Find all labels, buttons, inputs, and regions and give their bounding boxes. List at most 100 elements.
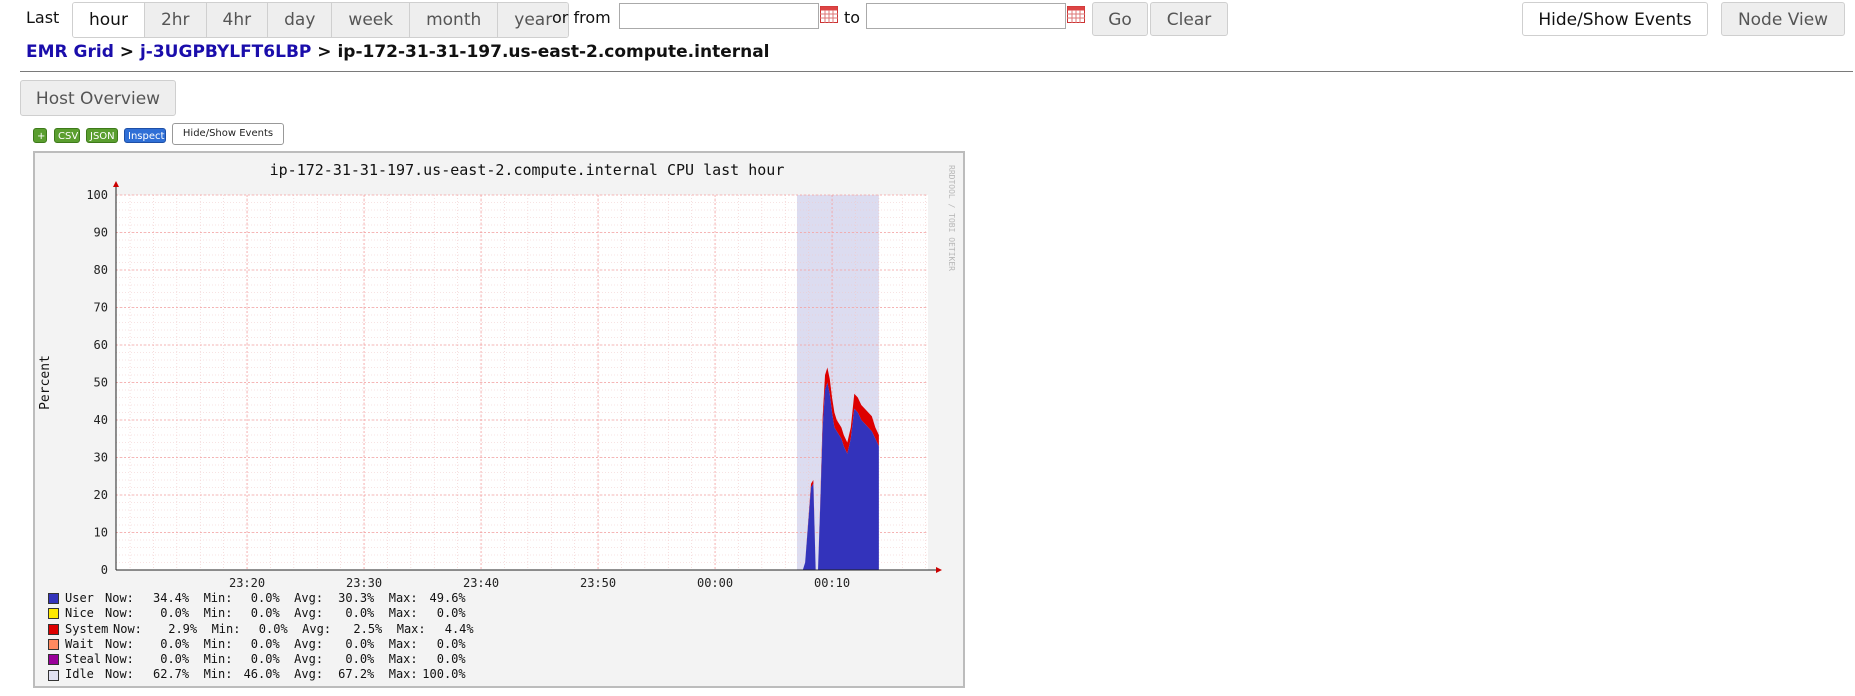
legend-label: Max: — [374, 591, 418, 605]
last-label: Last — [26, 8, 60, 27]
host-overview-button[interactable]: Host Overview — [20, 80, 176, 116]
breadcrumb: EMR Grid > j-3UGPBYLFT6LBP > ip-172-31-3… — [26, 42, 770, 62]
legend-now-value: 0.0% — [160, 606, 190, 621]
legend-series-name: User — [65, 591, 94, 605]
go-button[interactable]: Go — [1092, 2, 1148, 36]
legend-avg-value: 0.0% — [345, 652, 375, 667]
y-tick-label: 10 — [94, 526, 108, 540]
chart-legend: User Now: 34.4% Min: 0.0% Avg: 30.3% Max:… — [48, 591, 474, 683]
chart-title: ip-172-31-31-197.us-east-2.compute.inter… — [270, 161, 785, 179]
clear-button[interactable]: Clear — [1150, 2, 1228, 36]
calendar-icon[interactable] — [820, 6, 838, 23]
legend-now-value: 34.4% — [153, 591, 190, 605]
legend-row-nice: Nice Now: 0.0% Min: 0.0% Avg: 0.0% Max: 0.… — [48, 606, 474, 621]
legend-label: Min: — [189, 606, 240, 621]
x-tick-label: 23:20 — [229, 576, 265, 590]
legend-max-value: 0.0% — [436, 636, 466, 651]
x-tick-label: 00:00 — [697, 576, 733, 590]
x-axis-arrow-icon — [936, 567, 942, 573]
legend-label: Avg: — [287, 621, 339, 636]
node-view-button[interactable]: Node View — [1721, 2, 1845, 36]
cpu-graph[interactable]: 0 10 20 30 40 50 60 70 80 90 100 23:20 23:30 23:40 23:… — [33, 151, 965, 688]
legend-swatch-idle — [48, 669, 59, 681]
range-button-hour[interactable]: hour — [73, 3, 145, 37]
legend-max-value: 100.0% — [422, 667, 466, 682]
legend-series-name: System — [65, 621, 109, 636]
legend-label: Max: — [374, 652, 418, 667]
range-button-2hr[interactable]: 2hr — [144, 3, 207, 37]
legend-series-name: Steal — [65, 652, 102, 667]
range-button-month[interactable]: month — [410, 3, 499, 37]
legend-row-user: User Now: 34.4% Min: 0.0% Avg: 30.3% Max:… — [48, 591, 474, 606]
legend-avg-value: 0.0% — [345, 636, 375, 651]
graph-hide-show-events-button[interactable]: Hide/Show Events — [172, 123, 284, 145]
add-graph-button[interactable]: + — [33, 128, 47, 143]
y-tick-label: 20 — [94, 488, 108, 502]
legend-avg-value: 30.3% — [338, 591, 375, 605]
x-tick-label: 00:10 — [814, 576, 850, 590]
legend-min-value: 0.0% — [250, 636, 280, 651]
legend-now-value: 0.0% — [160, 636, 190, 651]
breadcrumb-grid-link[interactable]: EMR Grid — [26, 42, 114, 62]
csv-export-button[interactable]: CSV — [54, 128, 80, 143]
breadcrumb-separator: > — [119, 42, 135, 62]
legend-label: Avg: — [279, 652, 331, 667]
legend-label: Avg: — [279, 636, 331, 651]
legend-swatch-user — [48, 593, 59, 605]
y-tick-label: 50 — [94, 376, 108, 390]
to-date-input[interactable] — [866, 3, 1066, 29]
legend-row-idle: Idle Now: 62.7% Min: 46.0% Avg: 67.2% Max… — [48, 667, 474, 682]
legend-label: Avg: — [279, 667, 331, 682]
legend-label: Max: — [374, 636, 418, 651]
legend-label: Now: — [105, 667, 142, 682]
series-area-user — [802, 382, 879, 570]
y-tick-label: 40 — [94, 413, 108, 427]
range-button-4hr[interactable]: 4hr — [206, 3, 269, 37]
legend-label: Now: — [105, 652, 142, 667]
legend-swatch-system — [48, 623, 59, 635]
from-date-input[interactable] — [619, 3, 819, 29]
legend-label: Now: — [105, 606, 142, 621]
rrdtool-watermark: RRDTOOL / TOBI OETIKER — [947, 165, 956, 271]
legend-min-value: 0.0% — [250, 606, 280, 621]
legend-max-value: 0.0% — [436, 652, 466, 667]
legend-label: Now: — [113, 621, 150, 636]
hide-show-events-button[interactable]: Hide/Show Events — [1522, 2, 1708, 36]
x-tick-label: 23:30 — [346, 576, 382, 590]
legend-label: Avg: — [279, 591, 331, 605]
legend-label: Max: — [382, 621, 426, 636]
legend-series-name: Nice — [65, 606, 94, 621]
y-tick-label: 70 — [94, 301, 108, 315]
range-button-day[interactable]: day — [268, 3, 333, 37]
legend-now-value: 0.0% — [160, 652, 190, 667]
legend-min-value: 0.0% — [258, 621, 288, 636]
legend-avg-value: 67.2% — [338, 667, 375, 682]
or-from-label: or from — [552, 8, 611, 27]
header-divider — [20, 71, 1853, 72]
x-tick-label: 23:50 — [580, 576, 616, 590]
y-tick-label: 30 — [94, 451, 108, 465]
legend-label: Max: — [374, 667, 418, 682]
legend-min-value: 0.0% — [250, 591, 280, 605]
inspect-button[interactable]: Inspect — [124, 128, 166, 143]
legend-avg-value: 2.5% — [353, 621, 383, 636]
legend-row-system: System Now: 2.9% Min: 0.0% Avg: 2.5% Max:… — [48, 622, 474, 637]
legend-label: Now: — [105, 591, 142, 605]
range-button-year[interactable]: year — [498, 3, 569, 37]
legend-now-value: 2.9% — [168, 621, 198, 636]
legend-label: Avg: — [279, 606, 331, 621]
json-export-button[interactable]: JSON — [86, 128, 118, 143]
legend-label: Max: — [374, 606, 418, 621]
legend-label: Now: — [105, 636, 142, 651]
range-button-week[interactable]: week — [332, 3, 411, 37]
y-tick-label: 60 — [94, 338, 108, 352]
legend-label: Min: — [189, 591, 240, 605]
legend-row-steal: Steal Now: 0.0% Min: 0.0% Avg: 0.0% Max: 0… — [48, 652, 474, 667]
calendar-icon[interactable] — [1067, 6, 1085, 23]
breadcrumb-cluster-link[interactable]: j-3UGPBYLFT6LBP — [139, 42, 312, 62]
breadcrumb-separator: > — [317, 42, 332, 62]
legend-max-value: 0.0% — [436, 606, 466, 621]
legend-label: Min: — [197, 621, 248, 636]
cpu-chart-svg: 0 10 20 30 40 50 60 70 80 90 100 23:20 23:30 23:40 23:… — [38, 161, 956, 590]
legend-swatch-wait — [48, 639, 59, 651]
